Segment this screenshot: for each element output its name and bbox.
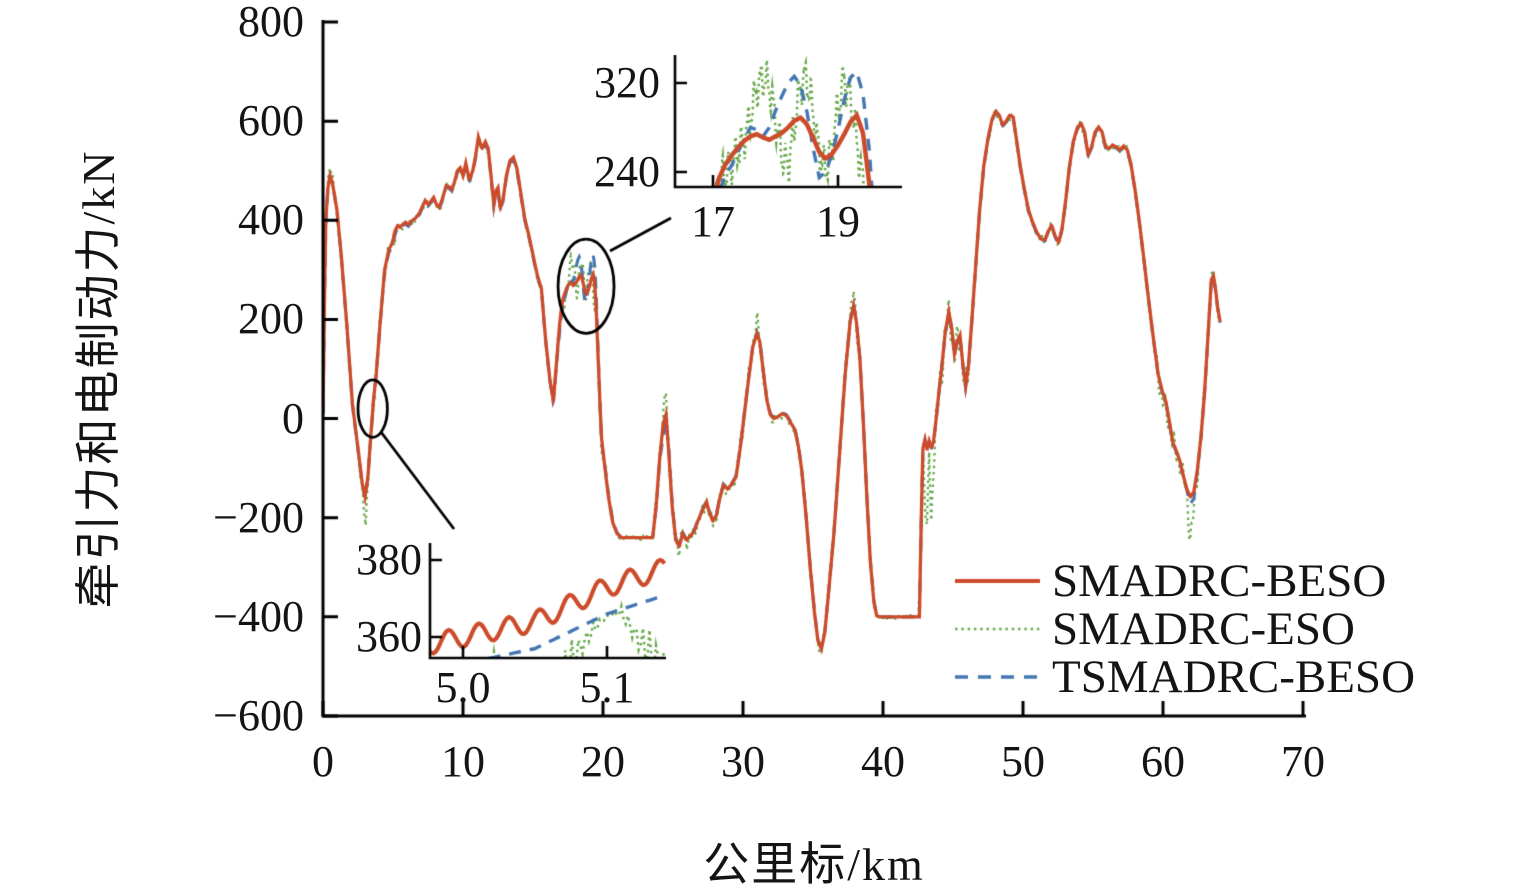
y-tick-label: 800 (238, 0, 304, 46)
legend-label-tsmadrc-beso: TSMADRC-BESO (1052, 651, 1416, 703)
inset-top-y-tick-label: 240 (594, 147, 660, 196)
x-tick-label: 60 (1141, 737, 1185, 786)
inset-bottom-y-tick-label: 360 (356, 612, 422, 661)
y-tick-label: 400 (238, 195, 304, 245)
y-tick-label: 0 (282, 393, 304, 443)
x-tick-label: 40 (861, 737, 905, 786)
inset-bottom-x-tick-label: 5.1 (579, 663, 635, 712)
inset-top-x-tick-label: 19 (816, 197, 860, 246)
y-tick-label: −200 (213, 492, 304, 542)
y-tick-label: 200 (238, 294, 304, 344)
x-tick-label: 30 (721, 737, 765, 786)
x-tick-label: 0 (312, 737, 334, 786)
x-tick-label: 10 (441, 737, 485, 786)
inset-top-x-tick-label: 17 (691, 197, 735, 246)
x-tick-label: 50 (1001, 737, 1045, 786)
legend-label-smadrc-beso: SMADRC-BESO (1052, 555, 1387, 607)
x-axis-label: 公里标/km (703, 839, 925, 890)
y-axis-label: 牵引力和电制动力/kN (73, 149, 124, 609)
y-tick-label: −600 (213, 691, 304, 740)
x-tick-label: 20 (581, 737, 625, 786)
inset-bottom-x-tick-label: 5.0 (435, 663, 491, 712)
y-tick-label: 600 (238, 96, 304, 146)
inset-top-y-tick-label: 320 (594, 58, 660, 107)
inset-bottom-y-tick-label: 380 (356, 535, 422, 584)
y-tick-label: −400 (213, 591, 304, 641)
x-tick-label: 70 (1281, 737, 1325, 786)
legend-label-smadrc-eso: SMADRC-ESO (1052, 603, 1355, 655)
